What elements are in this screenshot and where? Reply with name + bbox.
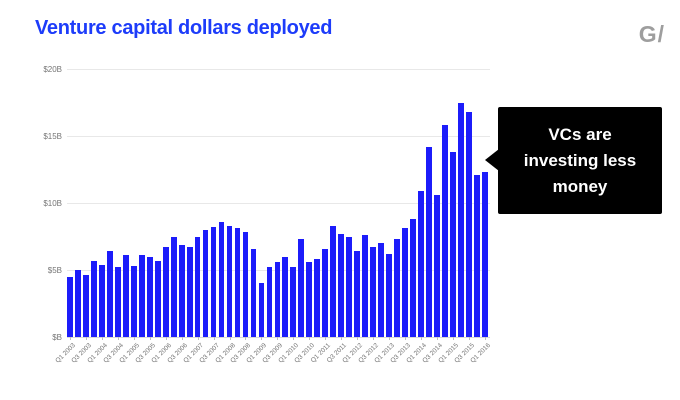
callout-text-line: money (552, 176, 608, 196)
bar (67, 276, 73, 337)
x-axis-tick (468, 337, 470, 340)
bar (210, 227, 217, 337)
gridline (67, 69, 490, 70)
bar (162, 247, 169, 337)
bar (346, 236, 353, 337)
gv-logo: G/ (638, 21, 665, 47)
x-axis-tick (245, 337, 247, 340)
bar (466, 111, 472, 337)
x-axis-tick (373, 337, 375, 340)
bar (474, 174, 480, 337)
bar (202, 229, 209, 337)
bar (234, 228, 241, 337)
bar (130, 265, 137, 337)
bar (146, 256, 153, 337)
x-axis-tick (309, 337, 311, 340)
callout-bubble: VCs are investing less money (485, 107, 662, 214)
bar (282, 256, 289, 337)
x-axis-tick (133, 337, 135, 340)
bar (90, 260, 97, 337)
x-axis-tick (452, 337, 454, 340)
bar (178, 244, 185, 337)
bar (186, 247, 193, 337)
x-axis-tick (405, 337, 407, 340)
bar (378, 243, 385, 337)
bar (122, 255, 129, 337)
x-axis-tick (325, 337, 327, 340)
bar (322, 248, 329, 337)
x-axis-tick (117, 337, 119, 340)
bar (370, 247, 377, 337)
x-axis-tick (293, 337, 295, 340)
x-axis-tick (437, 337, 439, 340)
page-title: Venture capital dollars deployed (35, 17, 333, 39)
x-axis-tick (484, 337, 486, 340)
x-axis-tick (197, 337, 199, 340)
y-axis-tick-label: $10B (43, 198, 62, 208)
x-axis-line (67, 337, 490, 338)
bar (338, 233, 345, 337)
gridline (67, 136, 490, 137)
x-axis-tick (213, 337, 215, 340)
callout-arrow-left-icon (485, 149, 499, 171)
bar (226, 225, 233, 337)
x-axis-tick (357, 337, 359, 340)
bar (82, 275, 89, 337)
bar (402, 228, 408, 337)
bar (154, 260, 161, 337)
bar (314, 259, 321, 337)
callout-text-line: VCs are (548, 124, 612, 144)
x-axis-tick (261, 337, 263, 340)
bar (426, 146, 432, 337)
bar (106, 251, 113, 337)
bar (330, 225, 337, 337)
gridline (67, 203, 490, 204)
bar (482, 172, 488, 337)
y-axis-tick-label: $15B (43, 131, 62, 141)
x-axis-tick (277, 337, 279, 340)
y-axis-tick-label: $B (52, 332, 62, 342)
x-axis-tick (165, 337, 167, 340)
bar (458, 102, 464, 337)
bar (450, 152, 456, 337)
x-axis-tick (229, 337, 231, 340)
bar (258, 283, 265, 337)
bar (74, 270, 81, 337)
x-axis-tick (181, 337, 183, 340)
bar (434, 194, 440, 337)
bar (362, 235, 369, 337)
bar (194, 236, 201, 337)
x-axis-tick (85, 337, 87, 340)
bar (138, 255, 145, 337)
bar (290, 267, 297, 337)
y-axis-tick-label: $5B (47, 265, 62, 275)
bar (242, 232, 249, 337)
bar (442, 125, 448, 337)
x-axis-tick (341, 337, 343, 340)
x-axis-tick (421, 337, 423, 340)
bar (394, 239, 401, 337)
x-axis-tick (101, 337, 103, 340)
x-axis-tick (69, 337, 71, 340)
y-axis-tick-label: $20B (43, 64, 62, 74)
bar (98, 264, 105, 337)
bar (298, 239, 305, 337)
bar (266, 267, 273, 337)
bar (274, 261, 281, 337)
bar (418, 190, 424, 337)
callout-text-line: investing less (523, 150, 637, 170)
bar (410, 219, 416, 337)
bar (306, 261, 313, 337)
bar (354, 251, 361, 337)
x-axis-tick (389, 337, 391, 340)
x-axis-tick (149, 337, 151, 340)
bar (114, 267, 121, 337)
bar (218, 221, 225, 337)
bar (170, 236, 177, 337)
bar (386, 253, 393, 337)
bar (250, 248, 257, 337)
